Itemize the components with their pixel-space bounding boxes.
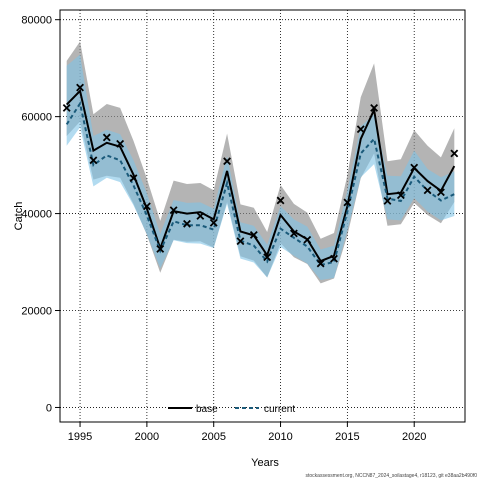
observed-point: [356, 125, 365, 134]
observed-point: [169, 206, 178, 215]
observed-points: [62, 83, 459, 268]
x-axis-title: Years: [251, 457, 279, 469]
observed-point: [116, 139, 125, 148]
observed-point: [249, 230, 258, 239]
observed-point: [263, 253, 272, 262]
observed-point: [289, 229, 298, 238]
x-axis: 1995 2000 2005 2010 2015 2020: [68, 422, 426, 443]
footer-text: stockassessment.org, NCCN87_2024_soilast…: [306, 473, 478, 479]
line-base: [65, 88, 456, 263]
x-tick-label: 2015: [335, 431, 359, 443]
observed-point: [142, 202, 151, 211]
observed-point: [330, 254, 338, 263]
observed-point: [423, 186, 432, 195]
observed-point: [62, 103, 71, 112]
observed-point: [102, 133, 111, 142]
confidence-bands: [66, 41, 455, 284]
observed-point: [76, 83, 84, 92]
observed-point: [383, 197, 392, 205]
observed-point: [209, 218, 218, 227]
y-tick-label: 60000: [21, 112, 52, 124]
observed-point: [183, 219, 191, 228]
y-axis: 0 20000 40000 60000 80000: [21, 15, 60, 414]
y-tick-label: 40000: [21, 209, 52, 221]
band-base: [66, 41, 455, 284]
observed-point: [316, 259, 325, 268]
observed-point: [196, 212, 205, 220]
observed-point: [370, 103, 379, 112]
x-tick-label: 2010: [268, 431, 292, 443]
observed-point: [129, 174, 138, 183]
x-tick-label: 2000: [135, 431, 159, 443]
y-tick-label: 20000: [21, 306, 52, 318]
observed-point: [303, 235, 312, 244]
legend-current-label: current: [264, 404, 295, 415]
legend: base current: [168, 404, 295, 415]
x-tick-label: 2020: [402, 431, 426, 443]
observed-point: [223, 157, 232, 166]
observed-point: [236, 237, 245, 246]
observed-point: [396, 191, 405, 200]
observed-point: [410, 163, 419, 172]
legend-base-label: base: [196, 404, 218, 415]
x-tick-label: 2005: [201, 431, 225, 443]
band-current: [66, 54, 455, 280]
y-axis-title: Catch: [13, 202, 25, 231]
observed-point: [437, 188, 445, 197]
observed-point: [89, 156, 98, 165]
plot-frame: [59, 9, 466, 423]
y-tick-label: 80000: [21, 15, 52, 27]
observed-point: [156, 245, 165, 253]
y-tick-label: 0: [46, 402, 52, 414]
x-tick-label: 1995: [68, 431, 92, 443]
observed-point: [343, 198, 352, 207]
observed-point: [276, 196, 285, 205]
observed-point: [450, 149, 459, 158]
